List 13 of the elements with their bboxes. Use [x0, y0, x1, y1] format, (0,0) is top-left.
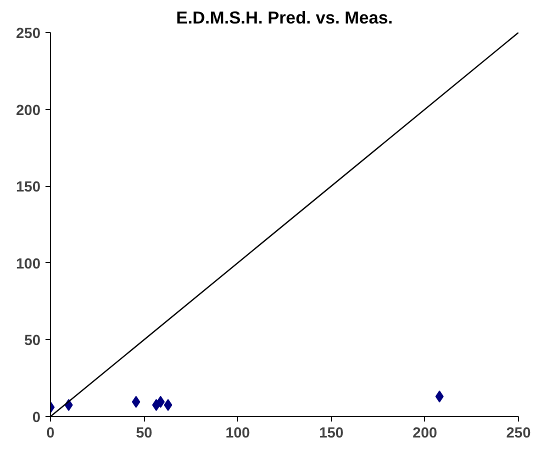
y-tick-label: 0	[32, 410, 41, 426]
y-tick-label: 200	[16, 102, 41, 119]
y-tick-label: 50	[24, 333, 41, 350]
x-tick-label: 200	[412, 426, 438, 442]
y-tick-label: 150	[16, 180, 41, 196]
x-tick-label: 50	[136, 426, 152, 442]
x-tick-label: 150	[319, 426, 344, 442]
y-tick-label: 250	[16, 26, 41, 42]
chart-title: E.D.M.S.H. Pred. vs. Meas.	[176, 8, 393, 28]
x-tick-label: 250	[506, 426, 531, 442]
y-tick-label: 100	[16, 256, 41, 272]
x-tick-label: 0	[46, 426, 55, 442]
x-tick-label: 100	[225, 426, 250, 442]
